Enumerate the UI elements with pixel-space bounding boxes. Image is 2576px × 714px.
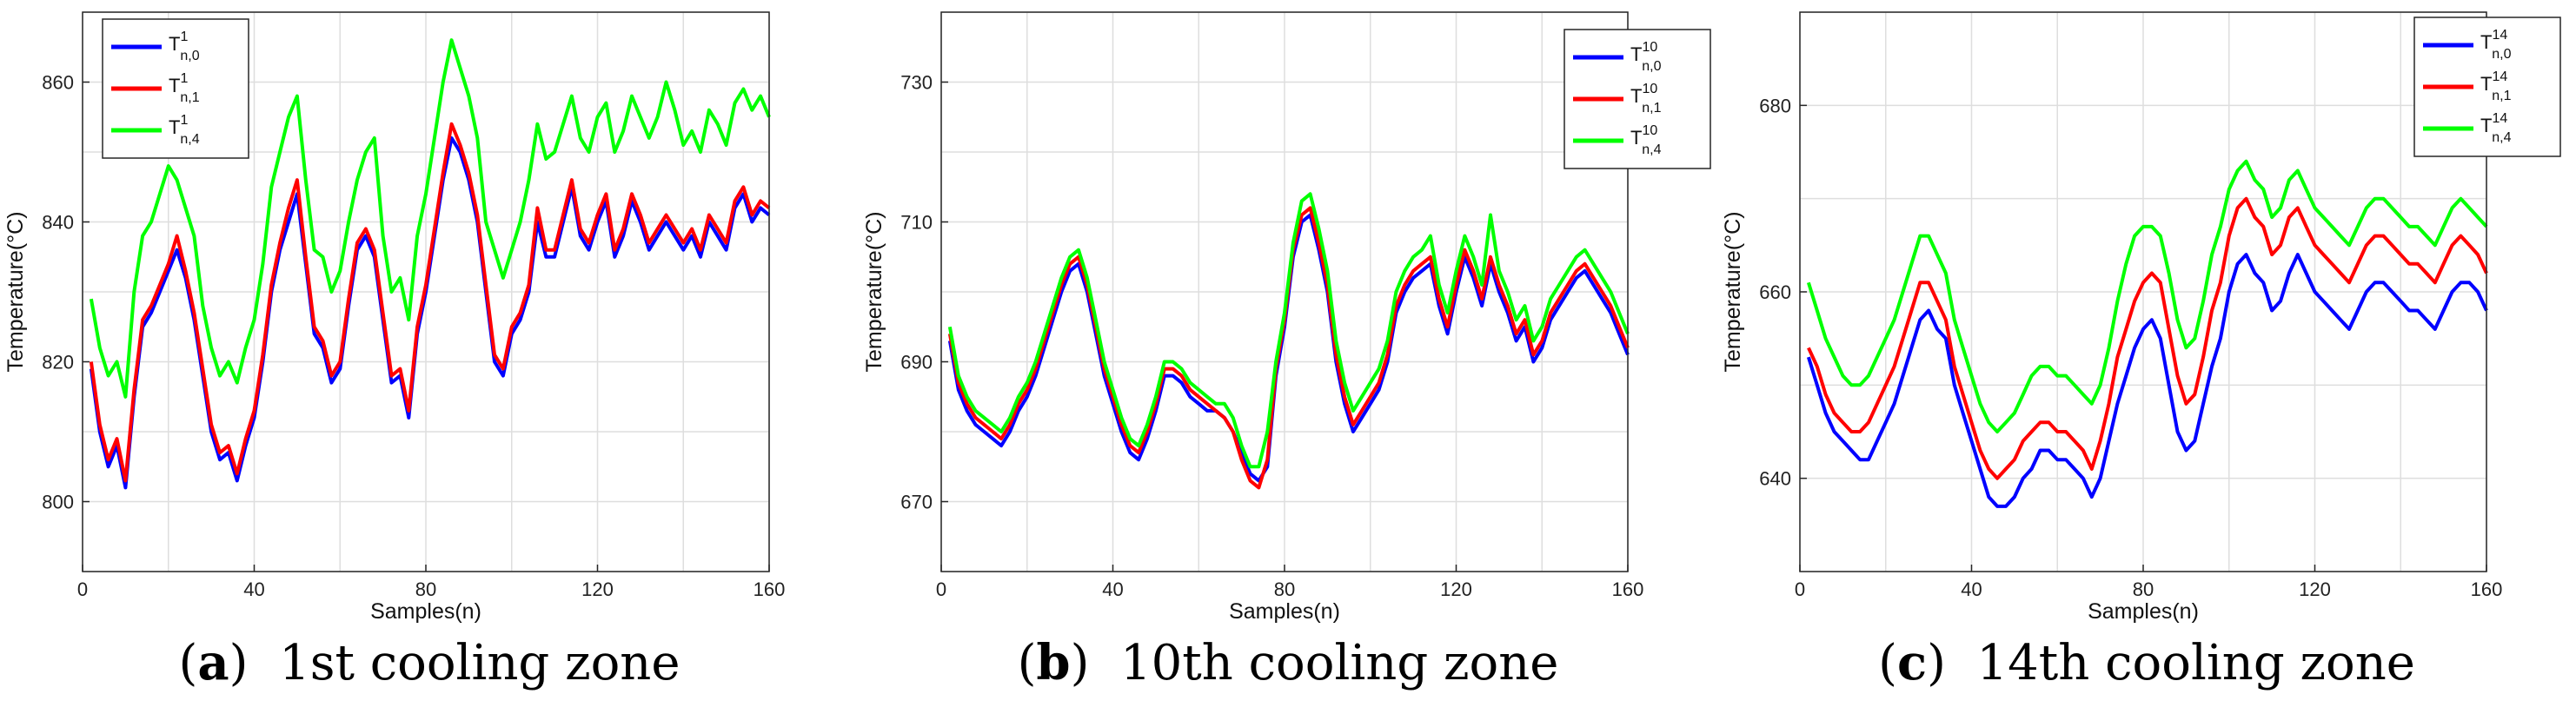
y-tick-label: 690 [900, 352, 933, 374]
y-tick-label: 800 [42, 492, 74, 513]
legend: T14 n,0 T14 n,1 T14 n,4 [2413, 17, 2561, 157]
x-tick-label: 160 [754, 578, 786, 600]
caption-letter: a [197, 634, 229, 691]
x-axis-label: Samples(n) [370, 599, 481, 624]
caption-text: 1st cooling zone [279, 635, 681, 691]
x-tick-label: 40 [1102, 578, 1123, 600]
y-axis-label: Temperature(°C) [3, 211, 28, 372]
caption-letter: b [1036, 634, 1071, 691]
x-tick-label: 0 [1795, 578, 1805, 600]
caption-letter: c [1896, 634, 1928, 691]
panel-b: 0 40 80 120 160 670 690 710 730 Samples(n) Tempera… [859, 0, 1717, 714]
legend-label: T1 n,0 [169, 30, 200, 63]
legend-label: T10 n,1 [1630, 82, 1662, 116]
x-tick-label: 80 [415, 578, 436, 600]
chart-c: 0 40 80 120 160 640 660 680 Samples(n) Temperatur… [1721, 11, 2561, 624]
x-tick-label: 120 [581, 578, 614, 600]
y-tick-label: 820 [42, 352, 74, 374]
legend-label: T14 n,4 [2480, 111, 2512, 145]
y-tick-label: 640 [1759, 468, 1791, 490]
x-tick-label: 80 [1274, 578, 1295, 600]
x-tick-label: 0 [936, 578, 946, 600]
series-line-n-4 [947, 192, 1630, 469]
y-axis-label: Temperature(°C) [1721, 211, 1745, 372]
y-tick-label: 730 [900, 72, 933, 94]
caption-text: 10th cooling zone [1120, 635, 1559, 691]
series-line-n-4 [89, 38, 771, 399]
series-line-n-4 [1806, 159, 2488, 433]
y-axis-label: Temperature(°C) [862, 211, 886, 372]
caption-c: (c) 14th cooling zone [1878, 634, 2415, 691]
series-line-n-0 [1806, 253, 2488, 508]
panel-c: 0 40 80 120 160 640 660 680 Samples(n) Temperatur… [1717, 0, 2576, 714]
x-tick-label: 40 [243, 578, 264, 600]
y-tick-label: 840 [42, 212, 74, 234]
caption-a: (a) 1st cooling zone [178, 634, 681, 691]
chart-b: 0 40 80 120 160 670 690 710 730 Samples(n) Tempera… [862, 11, 1711, 624]
panel-a: 0 40 80 120 160 800 820 840 860 Samples(n) Tempera… [0, 0, 859, 714]
x-tick-label: 0 [77, 578, 88, 600]
x-tick-label: 160 [2471, 578, 2503, 600]
x-tick-label: 80 [2133, 578, 2154, 600]
y-tick-label: 670 [900, 492, 933, 513]
caption-text: 14th cooling zone [1976, 635, 2415, 691]
x-tick-label: 120 [1440, 578, 1472, 600]
y-tick-label: 680 [1759, 95, 1791, 116]
y-tick-label: 710 [900, 212, 933, 234]
x-tick-label: 40 [1961, 578, 1982, 600]
series-line-n-1 [89, 122, 771, 483]
y-tick-label: 860 [42, 72, 74, 94]
legend-label: T1 n,4 [169, 113, 200, 147]
legend-label: T10 n,4 [1630, 123, 1662, 157]
legend-label: T14 n,0 [2480, 28, 2512, 62]
x-axis-label: Samples(n) [2088, 599, 2199, 624]
legend-label: T14 n,1 [2480, 69, 2512, 103]
legend: T10 n,0 T10 n,1 T10 n,4 [1564, 29, 1711, 169]
legend: T1 n,0 T1 n,1 T1 n,4 [102, 18, 249, 159]
y-tick-label: 660 [1759, 281, 1791, 303]
caption-b: (b) 10th cooling zone [1017, 634, 1559, 691]
legend-label: T1 n,1 [169, 71, 200, 105]
series-line-n-1 [1807, 196, 2488, 480]
x-tick-label: 160 [1612, 578, 1644, 600]
legend-label: T10 n,0 [1630, 40, 1662, 74]
x-tick-label: 120 [2299, 578, 2331, 600]
chart-a: 0 40 80 120 160 800 820 840 860 Samples(n) Tempera… [3, 11, 786, 624]
x-axis-label: Samples(n) [1229, 599, 1340, 624]
